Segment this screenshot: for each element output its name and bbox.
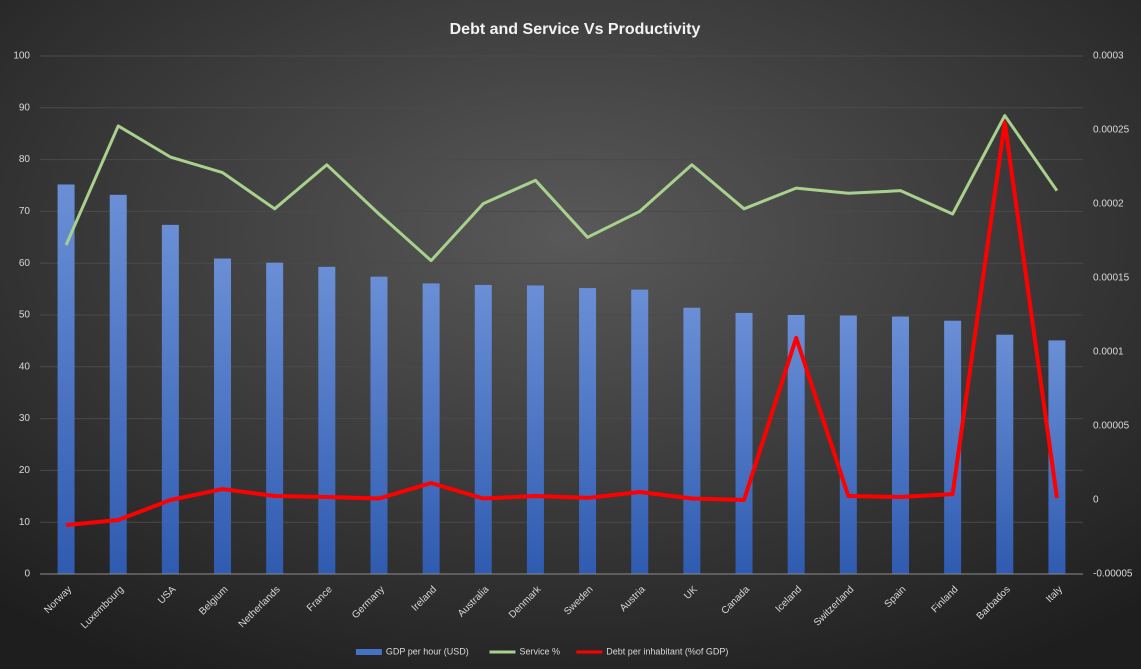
y-tick-label: 20: [19, 465, 31, 476]
y2-tick-label: 0.0003: [1093, 51, 1124, 62]
y2-tick-label: 0.0002: [1093, 199, 1124, 210]
y2-tick-label: 0.00015: [1093, 273, 1130, 284]
y-tick-label: 0: [24, 569, 30, 580]
y-tick-label: 10: [19, 517, 31, 528]
y2-tick-label: 0.0001: [1093, 347, 1124, 358]
bar: [214, 258, 232, 574]
bar: [579, 288, 597, 574]
bar: [996, 334, 1014, 574]
bar: [631, 289, 649, 574]
legend-label: Debt per inhabitant (%of GDP): [606, 646, 728, 656]
y-tick-label: 50: [19, 310, 31, 321]
bar: [526, 285, 544, 574]
line: [65, 120, 1059, 528]
legend-swatch: [355, 649, 382, 655]
y-tick-label: 40: [19, 361, 31, 372]
y-tick-label: 60: [19, 258, 31, 269]
y2-tick-label: -0.00005: [1093, 569, 1133, 580]
y-tick-label: 70: [19, 206, 31, 217]
y-tick-label: 90: [19, 102, 31, 113]
line: [64, 114, 1059, 263]
bar: [839, 315, 857, 574]
bar: [474, 284, 492, 574]
y-tick-label: 100: [13, 51, 30, 62]
y2-tick-label: 0: [1093, 495, 1099, 506]
y2-tick-label: 0.00005: [1093, 421, 1130, 432]
bar: [109, 194, 127, 574]
bar: [266, 262, 284, 574]
y-tick-label: 80: [19, 154, 31, 165]
y-tick-label: 30: [19, 413, 31, 424]
legend-label: GDP per hour (USD): [386, 646, 469, 656]
bar: [683, 307, 701, 574]
bar: [1048, 340, 1066, 574]
bar: [161, 224, 179, 575]
legend-label: Service %: [520, 646, 561, 656]
bar: [735, 312, 753, 574]
bar: [787, 315, 805, 574]
bar: [422, 283, 440, 574]
bar: [370, 276, 388, 574]
bar: [57, 184, 75, 575]
bar: [944, 320, 962, 574]
bar: [318, 266, 336, 574]
chart-title: Debt and Service Vs Productivity: [450, 21, 701, 38]
bar: [891, 316, 909, 574]
y2-tick-label: 0.00025: [1093, 125, 1130, 136]
